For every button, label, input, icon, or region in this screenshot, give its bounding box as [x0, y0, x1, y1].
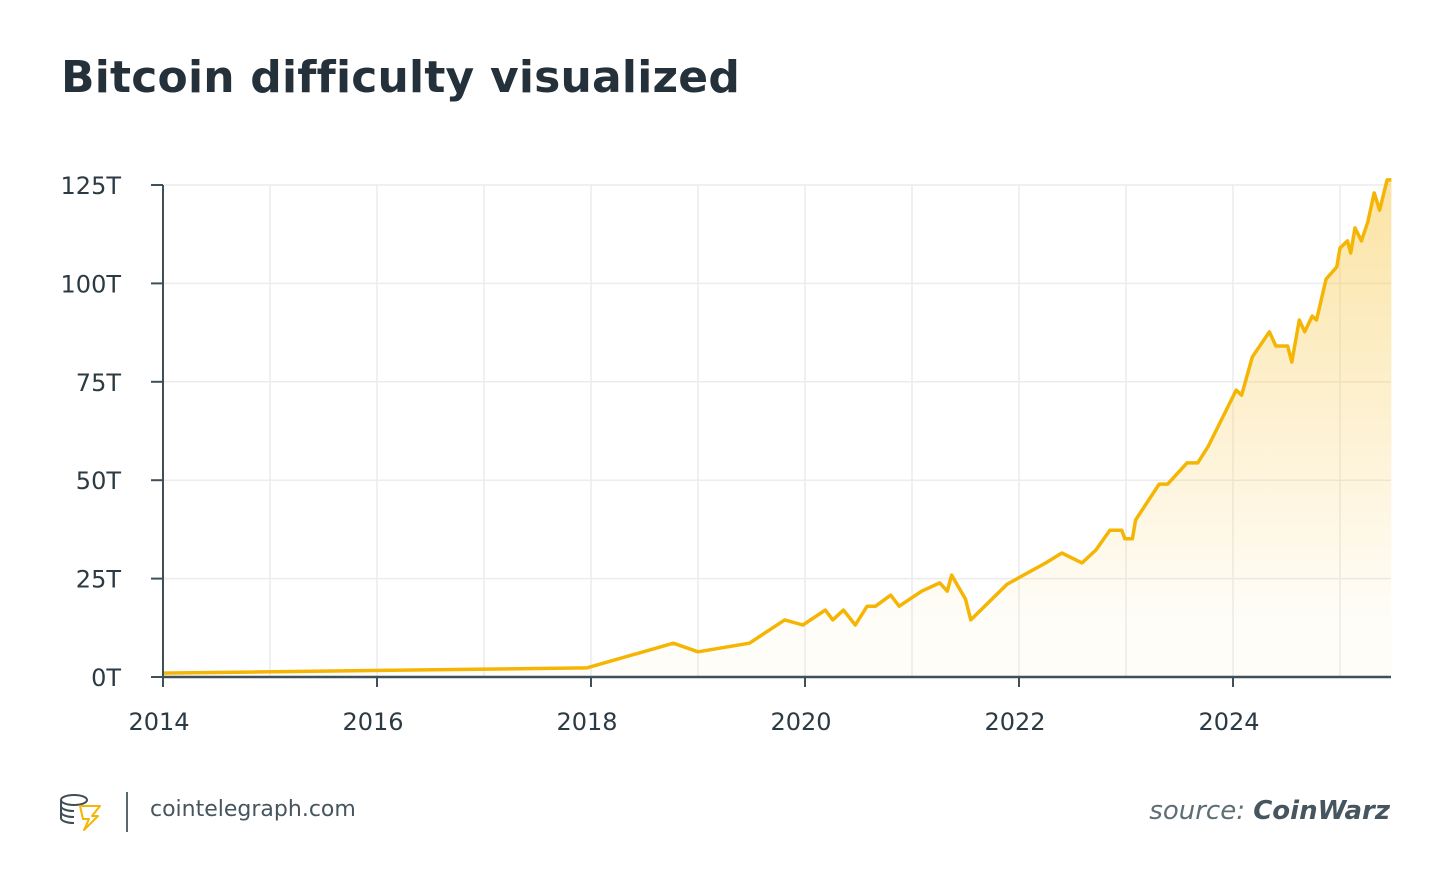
y-tick-label: 75T — [76, 369, 122, 397]
footer-divider — [126, 792, 128, 832]
y-tick-label: 0T — [91, 664, 121, 692]
axes — [151, 184, 1391, 687]
x-tick-label: 2024 — [1198, 708, 1259, 736]
source-prefix: source: — [1149, 796, 1245, 826]
source-name: CoinWarz — [1253, 796, 1390, 826]
x-tick-label: 2014 — [128, 708, 189, 736]
area-fill — [163, 179, 1392, 677]
difficulty-line — [162, 178, 1392, 675]
y-tick-label: 25T — [76, 566, 122, 594]
x-tick-label: 2020 — [770, 708, 831, 736]
x-tick-label: 2018 — [556, 708, 617, 736]
y-tick-label: 50T — [76, 467, 122, 495]
x-tick-label: 2016 — [342, 708, 403, 736]
x-tick-label: 2022 — [984, 708, 1045, 736]
y-tick-label: 125T — [61, 172, 122, 200]
footer-site: cointelegraph.com — [150, 797, 356, 822]
tick-labels: 0T 25T 50T 75T 100T 125T 2014 2016 2018 2020 2022 2… — [61, 172, 1260, 736]
chart-title: Bitcoin difficulty visualized — [61, 52, 741, 103]
y-tick-label: 100T — [61, 270, 122, 298]
source-credit: source: CoinWarz — [1149, 796, 1390, 826]
